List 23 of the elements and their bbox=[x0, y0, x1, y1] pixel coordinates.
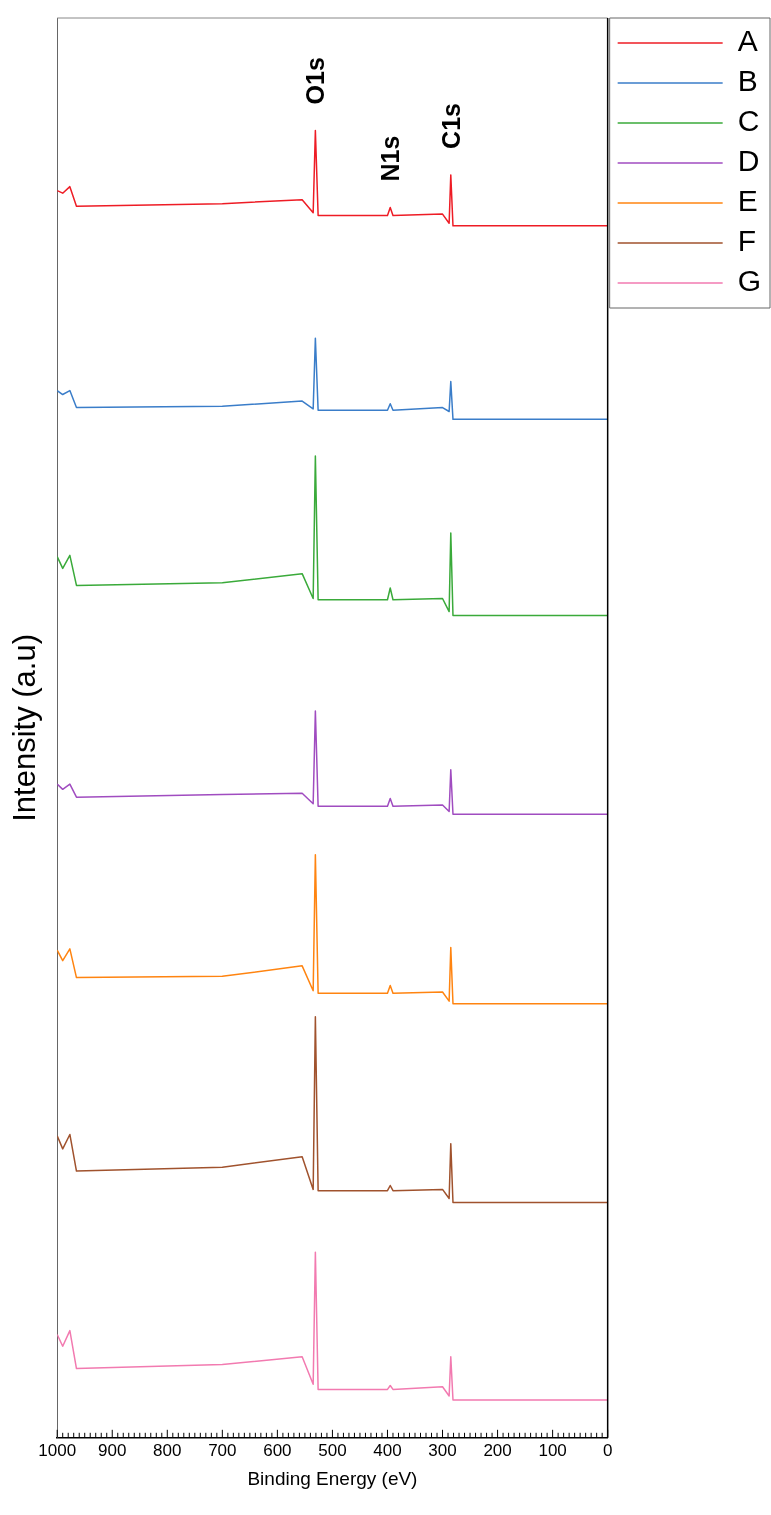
annotation: C1s bbox=[436, 103, 465, 149]
annotation: O1s bbox=[301, 57, 330, 105]
x-tick-label: 900 bbox=[98, 1440, 127, 1460]
legend-label: C bbox=[737, 104, 760, 138]
y-axis-title: Intensity (a.u) bbox=[7, 633, 43, 822]
x-tick-label: 1000 bbox=[38, 1440, 77, 1460]
legend-label: F bbox=[737, 224, 756, 258]
x-tick-label: 500 bbox=[318, 1440, 347, 1460]
x-tick-label: 600 bbox=[263, 1440, 292, 1460]
legend-label: A bbox=[737, 24, 758, 58]
x-axis-title: Binding Energy (eV) bbox=[247, 1467, 418, 1489]
x-tick-label: 200 bbox=[483, 1440, 512, 1460]
x-tick-label: 400 bbox=[373, 1440, 402, 1460]
x-tick-label: 100 bbox=[538, 1440, 567, 1460]
x-tick-label: 0 bbox=[602, 1440, 613, 1460]
legend-label: B bbox=[737, 64, 758, 98]
annotation: N1s bbox=[376, 135, 405, 182]
x-tick-label: 800 bbox=[153, 1440, 182, 1460]
legend-label: D bbox=[737, 144, 760, 178]
x-tick-label: 300 bbox=[428, 1440, 457, 1460]
legend-label: G bbox=[737, 264, 762, 298]
legend-label: E bbox=[737, 184, 758, 218]
x-tick-label: 700 bbox=[208, 1440, 237, 1460]
